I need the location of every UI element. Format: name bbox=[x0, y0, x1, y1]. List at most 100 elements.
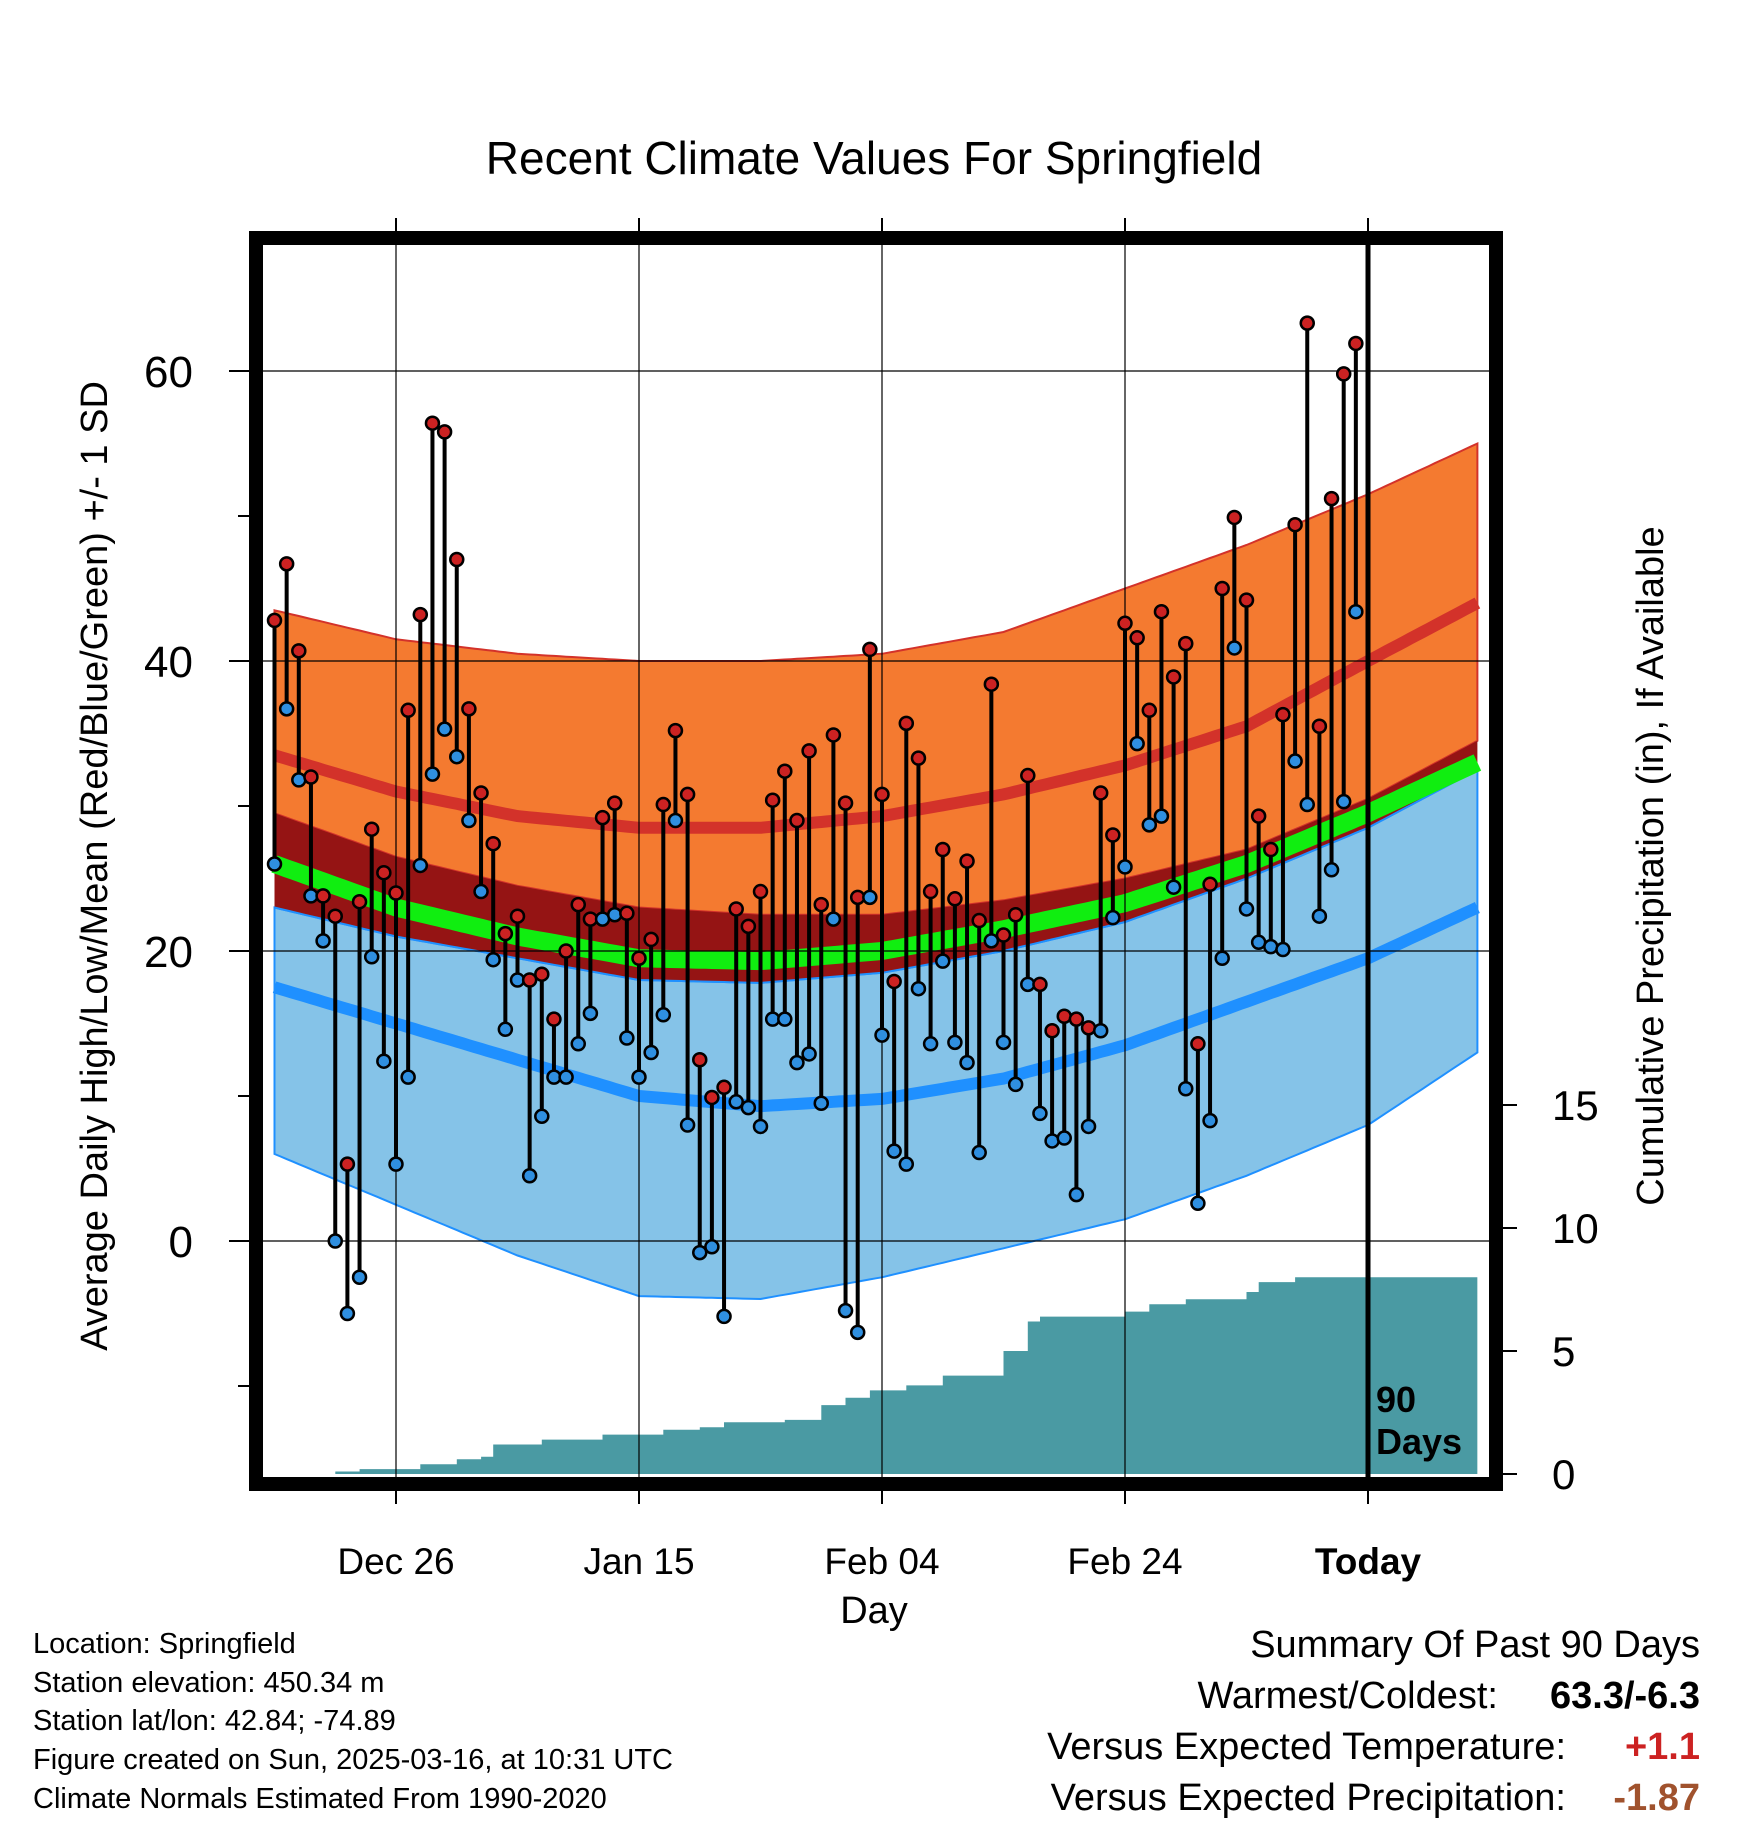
daily-low-point bbox=[558, 1069, 574, 1085]
daily-high-point bbox=[1044, 1023, 1060, 1039]
x-tick-label: Today bbox=[1315, 1541, 1422, 1582]
daily-low-point bbox=[728, 1094, 744, 1110]
daily-low-point bbox=[679, 1117, 696, 1133]
y-tick-label: 20 bbox=[144, 928, 193, 977]
daily-low-point bbox=[376, 1053, 392, 1069]
daily-low-point bbox=[716, 1308, 732, 1325]
daily-high-point bbox=[303, 769, 319, 785]
daily-low-point bbox=[327, 1233, 343, 1249]
daily-low-point bbox=[874, 1027, 890, 1043]
temp-versus-label: Versus Expected Temperature: bbox=[1047, 1726, 1566, 1768]
daily-high-point bbox=[278, 556, 295, 572]
daily-low-point bbox=[315, 933, 331, 949]
daily-high-point bbox=[1190, 1036, 1206, 1052]
y2-axis-title: Cumulative Precipitation (in), If Availa… bbox=[1630, 526, 1672, 1205]
daily-high-point bbox=[351, 893, 368, 910]
daily-high-point bbox=[327, 908, 343, 924]
daily-high-point bbox=[509, 908, 526, 924]
daily-high-point bbox=[1263, 841, 1279, 858]
chart-title: Recent Climate Values For Springfield bbox=[486, 132, 1262, 184]
daily-high-point bbox=[1226, 509, 1243, 526]
daily-low-point bbox=[449, 748, 465, 765]
daily-low-point bbox=[1214, 950, 1230, 966]
daily-high-point bbox=[449, 551, 465, 568]
daily-high-point bbox=[400, 702, 416, 719]
daily-high-point bbox=[339, 1156, 356, 1172]
daily-low-point bbox=[1287, 753, 1303, 769]
daily-low-point bbox=[922, 1036, 939, 1052]
daily-high-point bbox=[1335, 366, 1352, 382]
daily-high-point bbox=[1202, 876, 1218, 893]
daily-high-point bbox=[412, 606, 429, 623]
daily-low-point bbox=[631, 1069, 647, 1085]
daily-low-point bbox=[777, 1011, 793, 1027]
daily-high-point bbox=[461, 701, 477, 717]
daily-high-point bbox=[1275, 706, 1291, 723]
daily-high-point bbox=[667, 722, 684, 739]
overlap-band bbox=[274, 740, 1478, 983]
daily-high-point bbox=[594, 809, 611, 826]
daily-low-point bbox=[971, 1144, 987, 1161]
x-axis-title: Day bbox=[840, 1590, 908, 1632]
daily-high-point bbox=[898, 715, 915, 732]
daily-high-point bbox=[716, 1079, 732, 1096]
daily-low-point bbox=[461, 812, 477, 829]
precip-versus-value: -1.87 bbox=[1613, 1777, 1700, 1819]
daily-low-point bbox=[801, 1046, 817, 1062]
y2-tick-label: 15 bbox=[1552, 1082, 1599, 1129]
daily-high-point bbox=[424, 415, 441, 431]
daily-high-point bbox=[752, 883, 769, 900]
daily-high-point bbox=[922, 883, 939, 900]
daily-high-point bbox=[862, 641, 878, 658]
daily-low-point bbox=[655, 1007, 672, 1023]
daily-high-point bbox=[1178, 635, 1194, 652]
info-elevation: Station elevation: 450.34 m bbox=[33, 1667, 385, 1699]
daily-low-point bbox=[485, 951, 501, 968]
y-axis-title: Average Daily High/Low/Mean (Red/Blue/Gr… bbox=[74, 381, 116, 1351]
daily-high-point bbox=[837, 795, 854, 811]
precip-versus-label: Versus Expected Precipitation: bbox=[1050, 1777, 1566, 1819]
info-location: Location: Springfield bbox=[33, 1628, 296, 1660]
daily-low-point bbox=[862, 889, 878, 906]
daily-high-point bbox=[606, 795, 623, 811]
daily-low-point bbox=[1044, 1133, 1060, 1149]
daily-high-point bbox=[1250, 808, 1267, 824]
daily-low-point bbox=[813, 1095, 829, 1111]
y-tick-label: 0 bbox=[169, 1218, 193, 1267]
daily-low-point bbox=[436, 721, 453, 737]
daily-low-point bbox=[1141, 817, 1158, 833]
daily-low-point bbox=[910, 980, 927, 997]
daily-high-point bbox=[1032, 976, 1048, 993]
daily-low-point bbox=[1178, 1081, 1194, 1097]
daily-high-point bbox=[886, 973, 902, 990]
daily-low-point bbox=[849, 1324, 866, 1341]
daily-low-point bbox=[339, 1305, 356, 1322]
daily-low-point bbox=[521, 1168, 538, 1184]
daily-high-point bbox=[692, 1052, 708, 1068]
daily-high-point bbox=[679, 786, 696, 803]
daily-high-point bbox=[643, 931, 659, 948]
daily-high-point bbox=[631, 950, 647, 966]
daily-high-point bbox=[1348, 335, 1364, 352]
daily-high-point bbox=[546, 1011, 562, 1027]
warmest-coldest-value: 63.3/-6.3 bbox=[1550, 1675, 1700, 1717]
y2-tick-label: 5 bbox=[1552, 1328, 1575, 1375]
daily-low-point bbox=[291, 772, 307, 788]
daily-low-point bbox=[1323, 862, 1340, 878]
daily-high-point bbox=[983, 676, 1000, 692]
daily-low-point bbox=[1348, 603, 1364, 620]
info-normals: Climate Normals Estimated From 1990-2020 bbox=[33, 1783, 607, 1815]
daily-high-point bbox=[534, 966, 550, 982]
daily-high-point bbox=[825, 727, 842, 743]
daily-high-point bbox=[1153, 603, 1170, 620]
axes: Dec 26 Jan 15 Feb 04 Feb 24 Today 0 20 40 60 0 5 10… bbox=[144, 218, 1599, 1582]
normal-low-line bbox=[272, 902, 1480, 1113]
daily-high-point bbox=[497, 925, 514, 942]
daily-low-point bbox=[789, 1054, 805, 1071]
daily-low-point bbox=[1165, 879, 1182, 895]
daily-high-point bbox=[266, 612, 283, 629]
y2-tick-label: 0 bbox=[1552, 1451, 1575, 1498]
info-created: Figure created on Sun, 2025-03-16, at 10… bbox=[33, 1744, 673, 1776]
